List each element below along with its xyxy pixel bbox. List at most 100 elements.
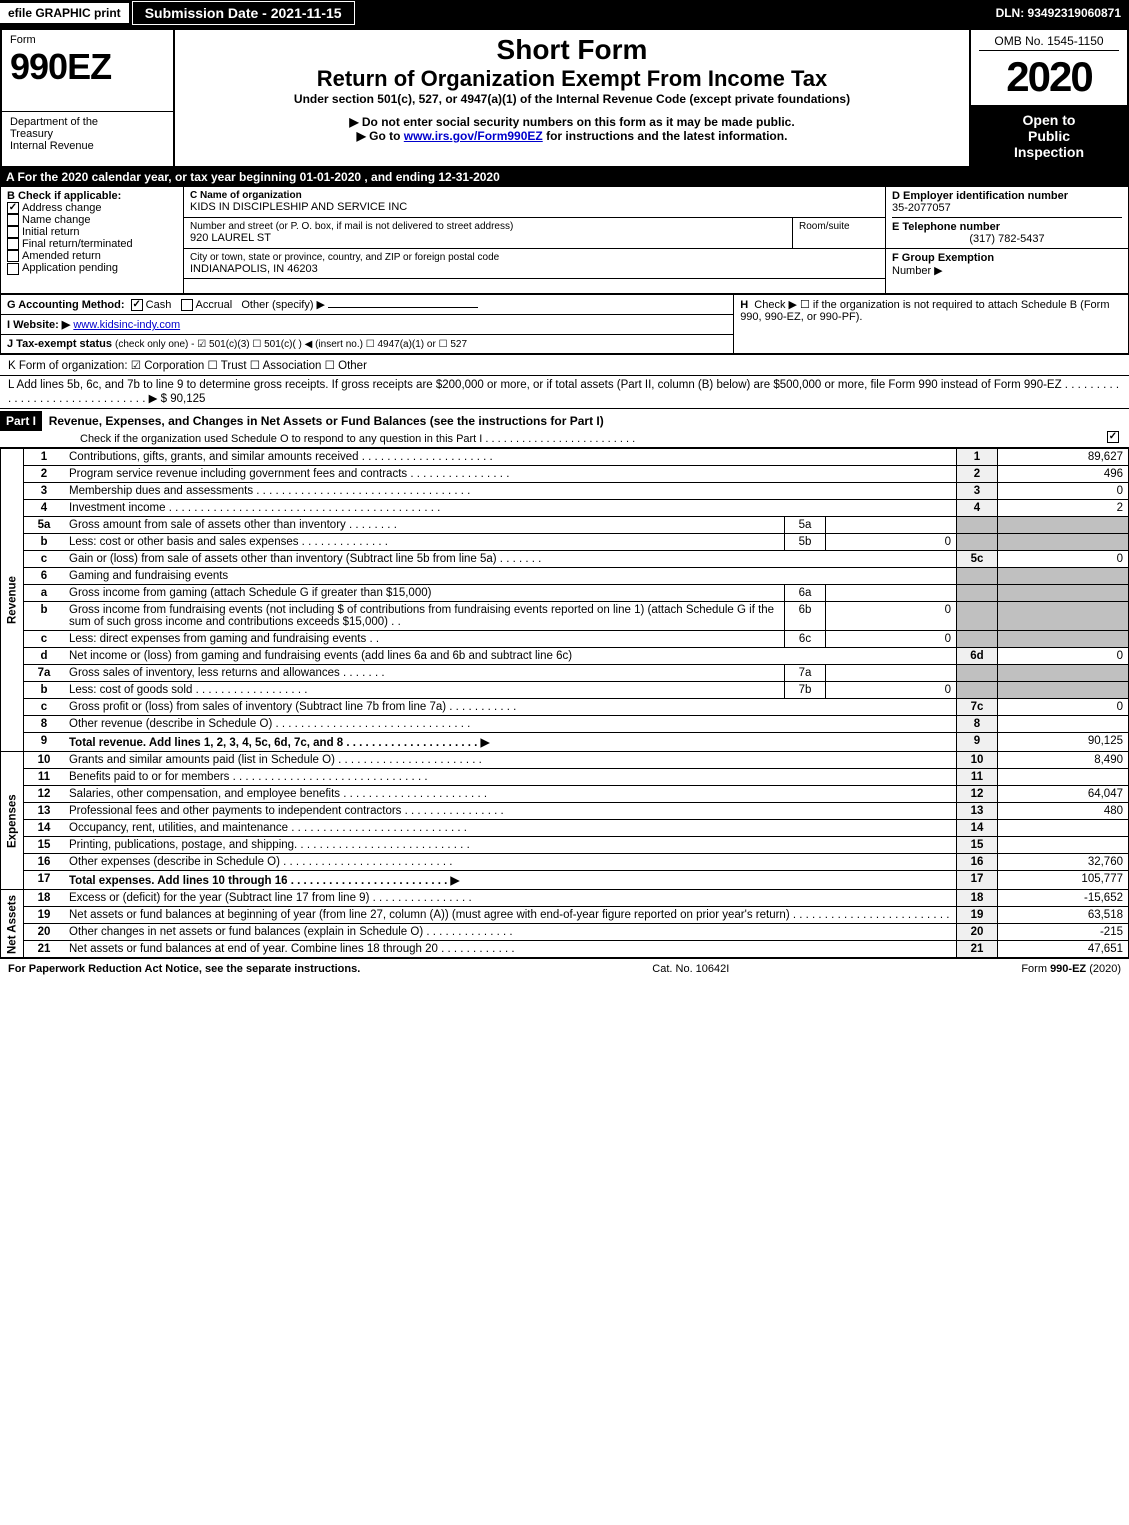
- box-14-num: 14: [957, 820, 998, 837]
- shaded-cell: [957, 534, 998, 551]
- sub-5a-val: [826, 517, 957, 534]
- notice-ssn: ▶ Do not enter social security numbers o…: [183, 115, 961, 129]
- line-num: b: [24, 682, 65, 699]
- return-title: Return of Organization Exempt From Incom…: [183, 66, 961, 92]
- form-header: Form 990EZ Short Form Return of Organiza…: [0, 28, 1129, 168]
- room-suite-label: Room/suite: [799, 221, 879, 232]
- box-b-item-1: Name change: [7, 214, 177, 226]
- box-16-num: 16: [957, 854, 998, 871]
- open-line3: Inspection: [977, 144, 1121, 160]
- line-num: 6: [24, 568, 65, 585]
- shaded-cell: [957, 568, 998, 585]
- part1-title: Revenue, Expenses, and Changes in Net As…: [49, 414, 604, 428]
- box-j-text: (check only one) - ☑ 501(c)(3) ☐ 501(c)(…: [115, 339, 467, 350]
- other-specify-line[interactable]: [328, 307, 478, 308]
- box-4-num: 4: [957, 500, 998, 517]
- box-f-label: F Group Exemption: [892, 252, 994, 264]
- box-b-title: B Check if applicable:: [7, 190, 177, 202]
- box-c-label: C Name of organization: [190, 190, 302, 201]
- org-name: KIDS IN DISCIPLESHIP AND SERVICE INC: [190, 201, 879, 213]
- box-g-label: G Accounting Method:: [7, 299, 125, 311]
- box-15-val: [998, 837, 1129, 854]
- box-c-city-label: City or town, state or province, country…: [190, 252, 879, 263]
- line-7a-label: Gross sales of inventory, less returns a…: [64, 665, 785, 682]
- box-12-num: 12: [957, 786, 998, 803]
- line-num: 10: [24, 752, 65, 769]
- line-num: c: [24, 699, 65, 716]
- part1-label: Part I: [0, 411, 42, 431]
- cash-label: Cash: [146, 299, 172, 311]
- sub-6c-val: 0: [826, 631, 957, 648]
- top-bar: efile GRAPHIC print Submission Date - 20…: [0, 0, 1129, 28]
- checkbox-final-return[interactable]: [7, 238, 19, 250]
- box-9-num: 9: [957, 733, 998, 752]
- short-form-title: Short Form: [183, 34, 961, 66]
- sub-7b-num: 7b: [785, 682, 826, 699]
- line-num: 19: [24, 907, 65, 924]
- line-13-label: Professional fees and other payments to …: [64, 803, 957, 820]
- checkbox-amended-return[interactable]: [7, 250, 19, 262]
- checkbox-application-pending[interactable]: [7, 263, 19, 275]
- accrual-label: Accrual: [196, 299, 233, 311]
- omb-number: OMB No. 1545-1150: [979, 34, 1119, 51]
- box-21-val: 47,651: [998, 941, 1129, 958]
- line-16-label: Other expenses (describe in Schedule O) …: [64, 854, 957, 871]
- line-num: 14: [24, 820, 65, 837]
- line-3-label: Membership dues and assessments . . . . …: [64, 483, 957, 500]
- shaded-cell: [998, 665, 1129, 682]
- website-link[interactable]: www.kidsinc-indy.com: [73, 319, 180, 331]
- open-to-public: Open to Public Inspection: [971, 106, 1127, 166]
- checkbox-initial-return[interactable]: [7, 226, 19, 238]
- shaded-cell: [998, 568, 1129, 585]
- section-a-tax-year: A For the 2020 calendar year, or tax yea…: [0, 168, 1129, 186]
- box-19-num: 19: [957, 907, 998, 924]
- box-17-num: 17: [957, 871, 998, 890]
- checkbox-accrual[interactable]: [181, 299, 193, 311]
- box-17-val: 105,777: [998, 871, 1129, 890]
- box-15-num: 15: [957, 837, 998, 854]
- box-h-text: Check ▶ ☐ if the organization is not req…: [740, 299, 1109, 323]
- line-num: d: [24, 648, 65, 665]
- checkbox-name-change[interactable]: [7, 214, 19, 226]
- box-10-val: 8,490: [998, 752, 1129, 769]
- checkbox-cash[interactable]: [131, 299, 143, 311]
- box-2-val: 496: [998, 466, 1129, 483]
- box-14-val: [998, 820, 1129, 837]
- line-num: 21: [24, 941, 65, 958]
- city-value: INDIANAPOLIS, IN 46203: [190, 263, 879, 275]
- box-c-street-label: Number and street (or P. O. box, if mail…: [190, 221, 786, 232]
- line-num: 8: [24, 716, 65, 733]
- form-word: Form: [10, 34, 165, 46]
- sub-7a-val: [826, 665, 957, 682]
- line-8-label: Other revenue (describe in Schedule O) .…: [64, 716, 957, 733]
- line-17-label: Total expenses. Add lines 10 through 16 …: [64, 871, 957, 890]
- box-5c-val: 0: [998, 551, 1129, 568]
- line-num: b: [24, 534, 65, 551]
- box-13-val: 480: [998, 803, 1129, 820]
- box-b-item-5: Application pending: [7, 262, 177, 274]
- notice-goto: ▶ Go to www.irs.gov/Form990EZ for instru…: [183, 129, 961, 143]
- efile-label: efile GRAPHIC print: [0, 3, 131, 23]
- form-number: 990EZ: [10, 46, 165, 88]
- shaded-cell: [957, 585, 998, 602]
- shaded-cell: [998, 534, 1129, 551]
- line-num: 17: [24, 871, 65, 890]
- irs-link[interactable]: www.irs.gov/Form990EZ: [404, 129, 543, 143]
- netassets-side-label: Net Assets: [1, 890, 24, 958]
- line-6b-label: Gross income from fundraising events (no…: [64, 602, 785, 631]
- submission-date: Submission Date - 2021-11-15: [132, 1, 355, 25]
- checkbox-address-change[interactable]: [7, 202, 19, 214]
- line-14-label: Occupancy, rent, utilities, and maintena…: [64, 820, 957, 837]
- line-num: c: [24, 631, 65, 648]
- info-boxes: B Check if applicable: Address change Na…: [0, 186, 1129, 294]
- street-value: 920 LAUREL ST: [190, 232, 786, 244]
- box-e-label: E Telephone number: [892, 221, 1000, 233]
- box-b-item-4: Amended return: [7, 250, 177, 262]
- line-num: 9: [24, 733, 65, 752]
- checkbox-schedule-o[interactable]: [1107, 431, 1119, 443]
- expenses-side-label: Expenses: [1, 752, 24, 890]
- box-2-num: 2: [957, 466, 998, 483]
- box-3-val: 0: [998, 483, 1129, 500]
- box-11-num: 11: [957, 769, 998, 786]
- line-num: c: [24, 551, 65, 568]
